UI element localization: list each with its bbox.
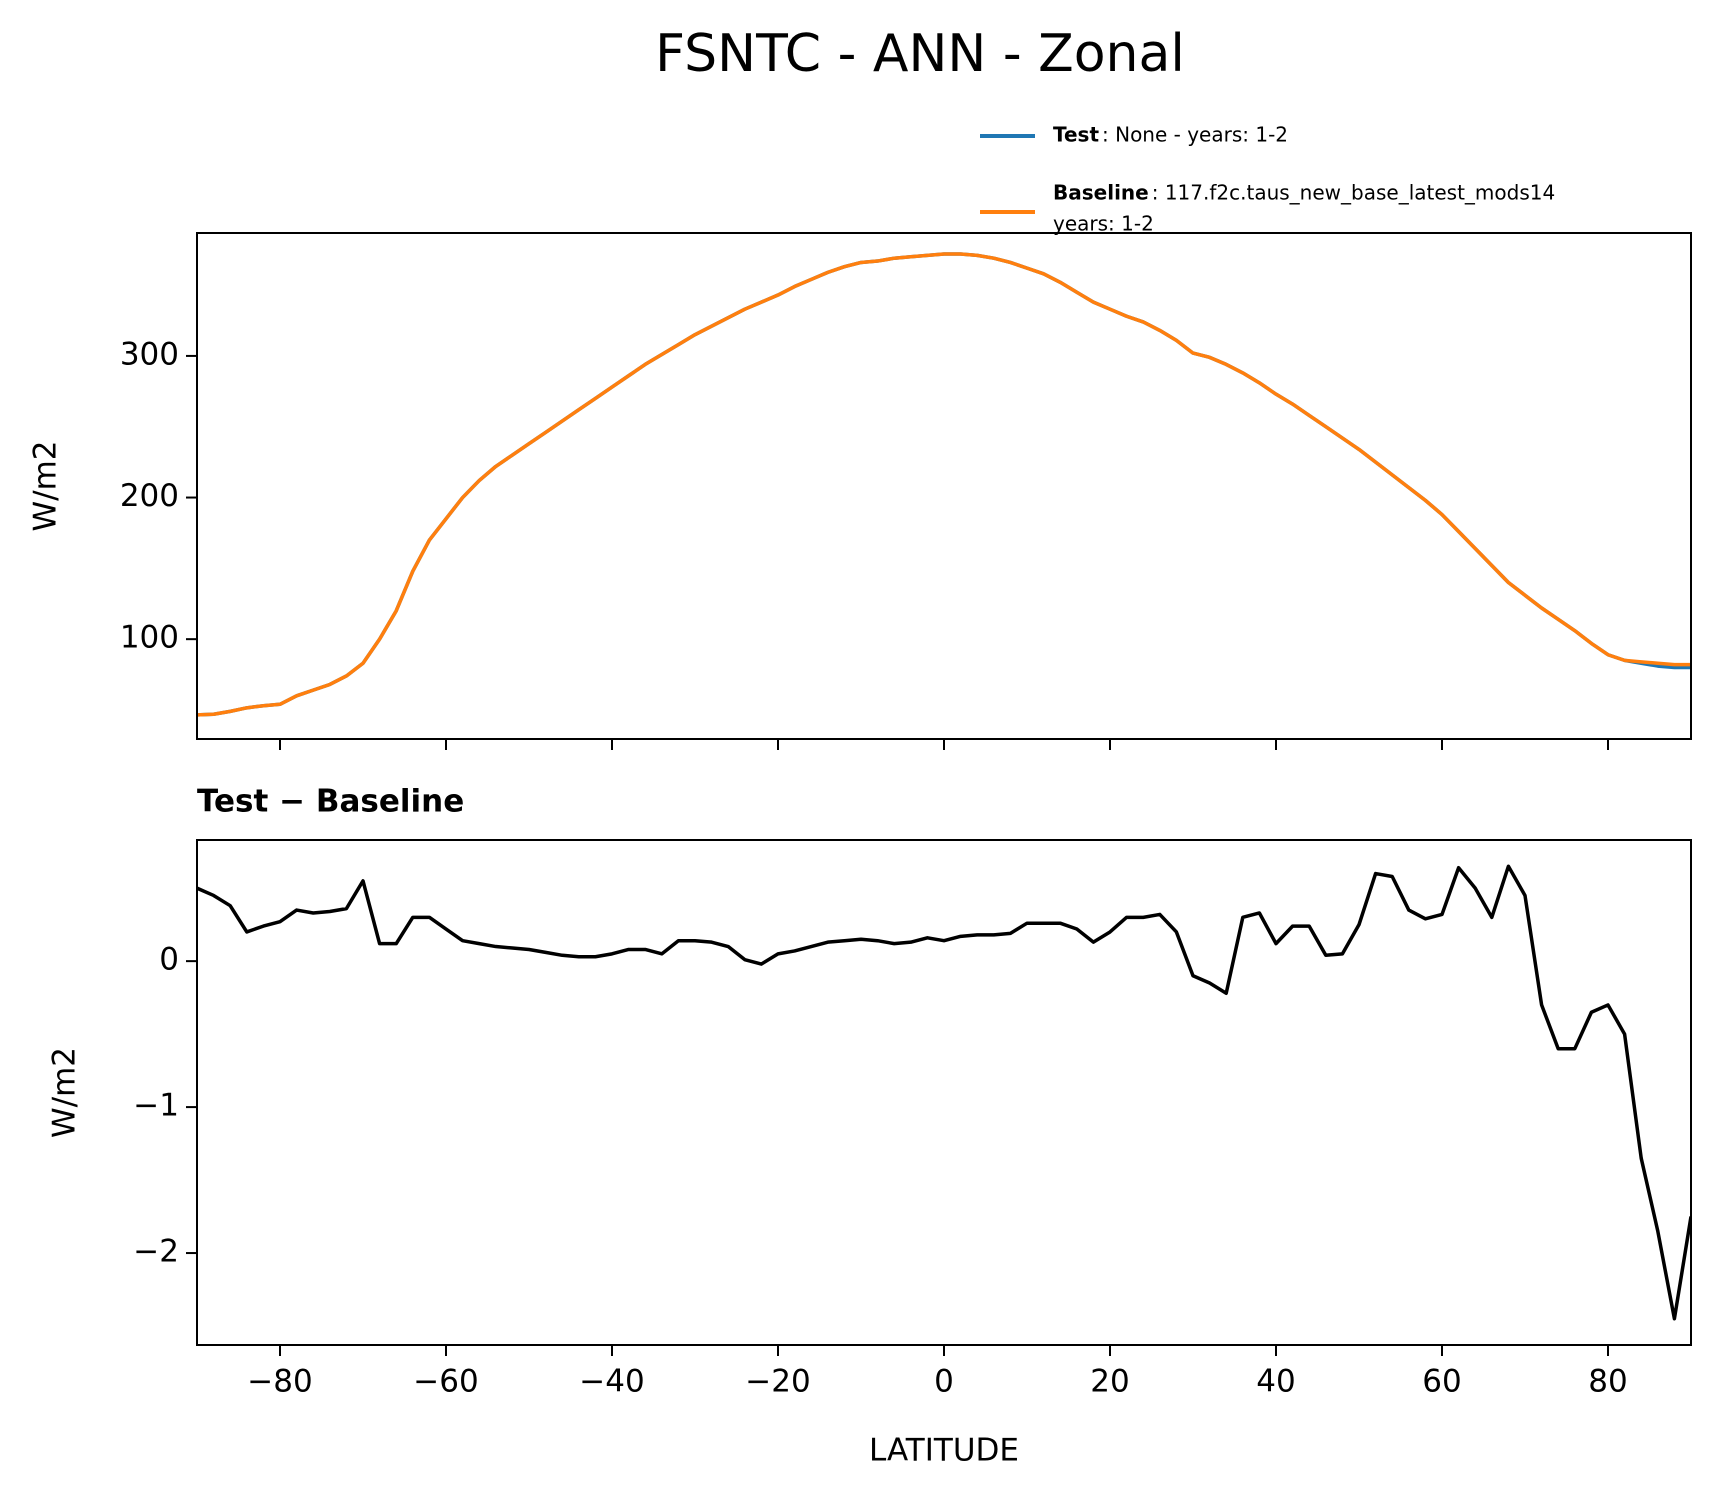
plot-frame [196, 232, 1692, 740]
legend-label: : None - years: 1-2 [1102, 123, 1288, 147]
y-tick-label: −1 [133, 1088, 179, 1124]
data-line [197, 252, 1691, 717]
x-tick-label: −80 [247, 1364, 312, 1400]
x-tick-label: 60 [1422, 1364, 1461, 1400]
legend-name: Baseline [1053, 181, 1149, 205]
x-tick-label: 80 [1588, 1364, 1627, 1400]
data-line [197, 864, 1691, 1321]
y-tick-label: 300 [120, 336, 179, 372]
legend-label: : 117.f2c.taus_new_base_latest_mods14 [1152, 181, 1555, 205]
data-line [197, 252, 1691, 717]
y-tick-label: 0 [159, 942, 179, 978]
x-tick-label: 20 [1090, 1364, 1129, 1400]
x-tick-label: 0 [934, 1364, 954, 1400]
legend-name: Test [1053, 123, 1099, 147]
figure-title: FSNTC - ANN - Zonal [655, 24, 1185, 84]
y-tick-label: 100 [120, 620, 179, 656]
x-tick-label: 40 [1256, 1364, 1295, 1400]
legend-label: years: 1-2 [1053, 212, 1154, 236]
subplot-title: Test − Baseline [197, 784, 464, 820]
y-tick-label: 200 [120, 478, 179, 514]
y-axis-label: W/m2 [47, 1047, 83, 1138]
x-axis-label: LATITUDE [869, 1433, 1019, 1469]
x-tick-label: −40 [579, 1364, 644, 1400]
x-tick-label: −20 [745, 1364, 810, 1400]
x-tick-label: −60 [413, 1364, 478, 1400]
y-tick-label: −2 [133, 1234, 179, 1270]
y-axis-label: W/m2 [28, 440, 64, 531]
plot-frame [196, 839, 1692, 1346]
